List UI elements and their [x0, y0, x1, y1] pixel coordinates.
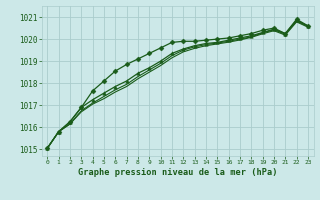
X-axis label: Graphe pression niveau de la mer (hPa): Graphe pression niveau de la mer (hPa)	[78, 168, 277, 177]
